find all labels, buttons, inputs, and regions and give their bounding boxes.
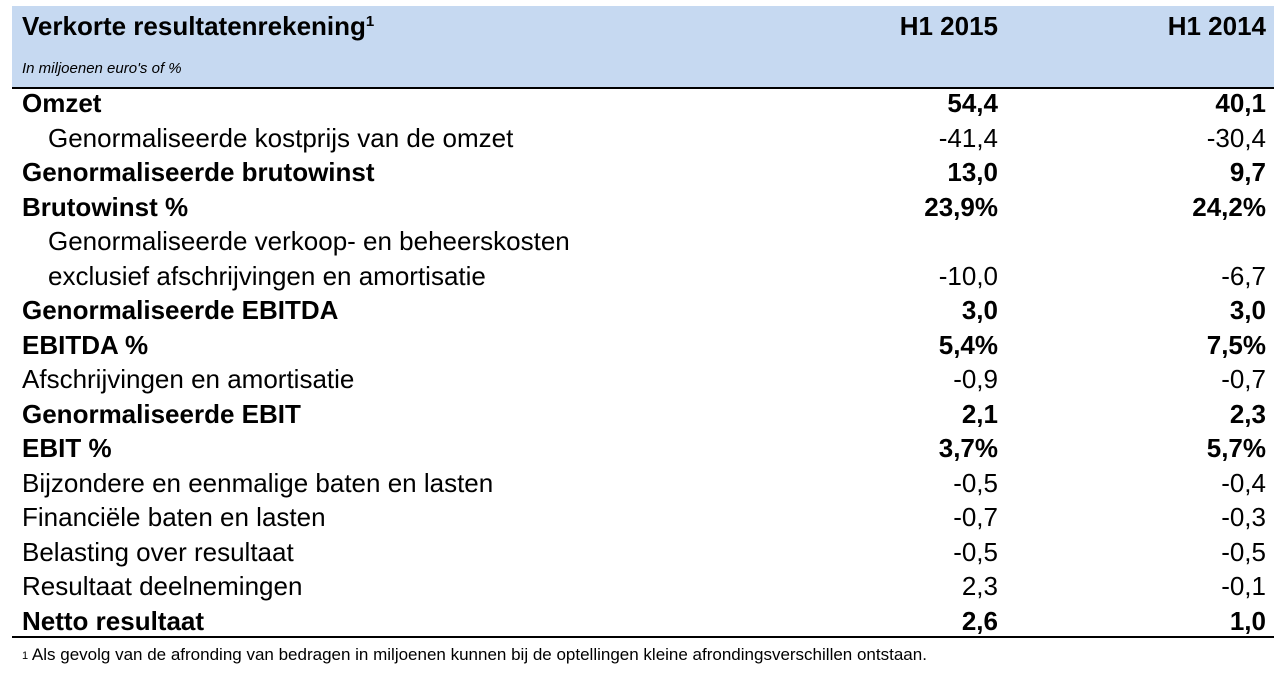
table-row: Bijzondere en eenmalige baten en lasten -… [12, 466, 1274, 501]
value-h1-2014: -0,3 [1221, 502, 1266, 532]
value-h1-2015: -41,4 [938, 122, 998, 153]
value-h1-2015: 54,4 [947, 88, 998, 118]
table-header: Verkorte resultatenrekening1 H1 2015 H1 … [12, 6, 1274, 87]
value-h1-2014: 9,7 [1229, 157, 1266, 187]
value-h1-2014: 7,5% [1206, 329, 1266, 360]
table-row: EBIT % 3,7% 5,7% [12, 431, 1274, 466]
value-h1-2015: 3,7% [938, 433, 998, 463]
value-h1-2014: 1,0 [1229, 605, 1266, 636]
footnote-mark: 1 [22, 650, 29, 662]
row-label: Genormaliseerde verkoop- en beheerskoste… [48, 224, 570, 293]
value-h1-2014: 40,1 [1215, 88, 1266, 118]
value-h1-2015: -0,7 [953, 502, 998, 532]
row-label: Brutowinst % [22, 191, 189, 222]
row-label: Bijzondere en eenmalige baten en lasten [22, 467, 494, 498]
value-h1-2015: 3,0 [961, 295, 998, 325]
column-header-h1-2014: H1 2014 [1167, 11, 1266, 41]
row-label: EBITDA % [22, 329, 149, 360]
table-row: Belasting over resultaat -0,5 -0,5 [12, 535, 1274, 570]
row-label: Financiële baten en lasten [22, 502, 326, 532]
table-row: Afschrijvingen en amortisatie -0,9 -0,7 [12, 362, 1274, 397]
value-h1-2015: 5,4% [938, 329, 998, 360]
title-footnote-mark: 1 [365, 13, 375, 30]
value-h1-2015: -0,5 [953, 536, 998, 567]
value-h1-2015: -0,9 [953, 364, 998, 394]
value-h1-2014: 24,2% [1192, 191, 1266, 222]
value-h1-2014: 5,7% [1206, 433, 1266, 463]
value-h1-2015: 2,6 [961, 605, 998, 636]
value-h1-2014: -0,7 [1221, 364, 1266, 394]
table-row: EBITDA % 5,4% 7,5% [12, 328, 1274, 363]
footnote: 1 Als gevolg van de afronding van bedrag… [22, 644, 927, 666]
row-label: Genormaliseerde EBIT [22, 398, 301, 429]
value-h1-2015: 23,9% [924, 191, 998, 222]
table-row: Genormaliseerde kostprijs van de omzet -4… [12, 121, 1274, 156]
row-label: Netto resultaat [22, 605, 205, 636]
value-h1-2015: 2,1 [961, 398, 998, 429]
footer-divider [12, 636, 1274, 638]
table-row: Resultaat deelnemingen 2,3 -0,1 [12, 569, 1274, 604]
table-title: Verkorte resultatenrekening1 [22, 11, 375, 41]
footnote-text: Als gevolg van de afronding van bedragen… [31, 645, 927, 664]
row-label-line: Genormaliseerde verkoop- en beheerskoste… [48, 226, 570, 256]
row-label: Genormaliseerde kostprijs van de omzet [48, 122, 514, 153]
value-h1-2014: -0,5 [1221, 536, 1266, 567]
value-h1-2014: 3,0 [1229, 295, 1266, 325]
value-h1-2015: 2,3 [961, 571, 998, 601]
row-label: Genormaliseerde brutowinst [22, 157, 375, 187]
header-divider [12, 87, 1274, 89]
row-label: Genormaliseerde EBITDA [22, 295, 339, 325]
value-h1-2014: -6,7 [1221, 260, 1266, 291]
column-header-h1-2015: H1 2015 [899, 11, 998, 41]
value-h1-2014: 2,3 [1229, 398, 1266, 429]
row-label-line: exclusief afschrijvingen en amortisatie [48, 260, 486, 291]
table-row: Genormaliseerde EBITDA 3,0 3,0 [12, 293, 1274, 328]
table-subtitle: In miljoenen euro's of % [22, 60, 182, 77]
value-h1-2014: -0,4 [1221, 467, 1266, 498]
table-row: Brutowinst % 23,9% 24,2% [12, 190, 1274, 225]
table-row: Genormaliseerde EBIT 2,1 2,3 [12, 397, 1274, 432]
table-row: Omzet 54,4 40,1 [12, 86, 1274, 121]
value-h1-2015: 13,0 [947, 157, 998, 187]
value-h1-2014: -0,1 [1221, 571, 1266, 601]
row-label: EBIT % [22, 433, 112, 463]
table-row: Genormaliseerde verkoop- en beheerskoste… [12, 224, 1274, 293]
value-h1-2014: -30,4 [1206, 122, 1266, 153]
row-label: Omzet [22, 88, 102, 118]
value-h1-2015: -10,0 [938, 260, 998, 291]
row-label: Belasting over resultaat [22, 536, 294, 567]
table-row: Netto resultaat 2,6 1,0 [12, 604, 1274, 639]
row-label: Afschrijvingen en amortisatie [22, 364, 355, 394]
table-body: Omzet 54,4 40,1 Genormaliseerde kostprijs v… [12, 86, 1274, 638]
row-label: Resultaat deelnemingen [22, 571, 303, 601]
table-row: Genormaliseerde brutowinst 13,0 9,7 [12, 155, 1274, 190]
table-row: Financiële baten en lasten -0,7 -0,3 [12, 500, 1274, 535]
value-h1-2015: -0,5 [953, 467, 998, 498]
